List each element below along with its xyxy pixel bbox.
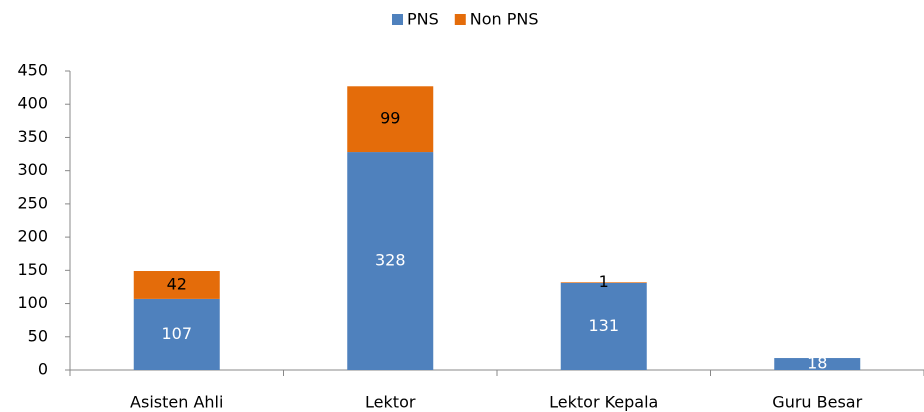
- bar-segment: [133, 270, 220, 299]
- y-tick-label: 100: [17, 293, 48, 312]
- bar-segment: [560, 282, 647, 370]
- bar-segment: [347, 152, 434, 370]
- bar-segment: [560, 282, 647, 283]
- y-tick-label: 450: [17, 61, 48, 80]
- y-tick-label: 50: [28, 326, 48, 345]
- data-label: 328: [375, 251, 406, 270]
- data-label: 107: [161, 324, 192, 343]
- data-label: 42: [167, 274, 187, 293]
- legend-label: Non PNS: [470, 10, 539, 29]
- data-label: 99: [380, 109, 400, 128]
- bar-segment: [774, 358, 861, 370]
- legend-label: PNS: [407, 10, 439, 29]
- x-tick-label: Lektor: [365, 393, 416, 412]
- x-tick-label: Lektor Kepala: [549, 393, 658, 412]
- bar-segment: [133, 298, 220, 370]
- y-tick-label: 400: [17, 94, 48, 113]
- y-tick-label: 150: [17, 260, 48, 279]
- legend-swatch: [454, 14, 466, 25]
- bar-segment: [347, 86, 434, 153]
- data-label: 131: [588, 316, 619, 335]
- y-tick-label: 350: [17, 127, 48, 146]
- y-tick-label: 200: [17, 227, 48, 246]
- x-tick-label: Guru Besar: [772, 393, 862, 412]
- y-tick-label: 300: [17, 160, 48, 179]
- data-label: 18: [807, 354, 827, 373]
- x-tick-label: Asisten Ahli: [130, 393, 223, 412]
- y-tick-label: 250: [17, 193, 48, 212]
- data-label: 1: [599, 272, 609, 291]
- y-tick-label: 0: [38, 360, 48, 379]
- legend-swatch: [392, 14, 403, 25]
